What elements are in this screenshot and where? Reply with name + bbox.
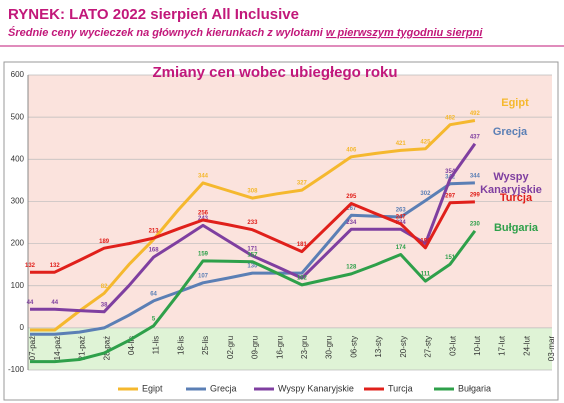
value-label: 344 <box>470 173 481 179</box>
legend-label: Turcja <box>388 383 413 393</box>
value-label: 302 <box>420 191 431 197</box>
x-tick-label: 02-gru <box>226 336 235 359</box>
series-label: Egipt <box>501 97 529 109</box>
value-label: 111 <box>421 272 431 278</box>
x-tick-label: 30-gru <box>325 336 334 359</box>
value-label: 437 <box>470 134 481 140</box>
value-label: 190 <box>420 238 431 244</box>
x-tick-label: 24-lut <box>522 335 531 356</box>
x-tick-label: 23-gru <box>300 336 309 359</box>
series-label: Turcja <box>499 192 533 204</box>
value-label: 263 <box>396 208 407 214</box>
value-label: 171 <box>247 246 258 252</box>
y-tick-label: 400 <box>11 154 25 163</box>
value-label: 159 <box>198 251 209 257</box>
subtitle: Średnie ceny wycieczek na głównych kieru… <box>8 26 483 39</box>
x-tick-label: 25-lis <box>201 336 210 355</box>
y-tick-label: 0 <box>20 323 25 332</box>
value-label: 189 <box>99 239 110 245</box>
subtitle-part: Średnie ceny wycieczek na głównych kieru… <box>8 26 326 39</box>
value-label: 247 <box>396 214 407 220</box>
value-label: 344 <box>198 173 209 179</box>
y-tick-label: 200 <box>11 239 25 248</box>
x-tick-label: 10-lut <box>473 335 482 356</box>
series-line <box>30 142 477 314</box>
legend-label: Egipt <box>142 383 163 393</box>
value-label: 181 <box>297 242 308 248</box>
value-label: 267 <box>346 206 357 212</box>
value-label: 299 <box>470 192 481 198</box>
series-label: Grecja <box>492 126 528 138</box>
value-label: 130 <box>247 264 258 270</box>
value-label: 64 <box>150 291 157 297</box>
value-label: 5 <box>152 316 156 322</box>
value-label: 102 <box>297 275 308 281</box>
value-label: 132 <box>25 263 36 269</box>
value-label: 82 <box>101 284 108 290</box>
value-label: 425 <box>420 139 431 145</box>
value-label: 38 <box>101 302 108 308</box>
legend-label: Bułgaria <box>458 383 491 393</box>
value-label: 421 <box>396 141 407 147</box>
series-label: Bułgaria <box>493 222 538 234</box>
y-tick-label: -100 <box>8 365 25 374</box>
value-label: 168 <box>149 248 160 254</box>
series-line <box>30 119 476 332</box>
value-label: 295 <box>346 194 357 200</box>
legend-label: Wyspy Kanaryjskie <box>278 383 354 393</box>
value-label: 406 <box>346 147 357 153</box>
x-tick-label: 09-gru <box>251 336 260 359</box>
series-line <box>30 181 475 336</box>
value-label: 157 <box>247 252 258 258</box>
x-tick-label: 16-gru <box>275 336 284 359</box>
value-label: 327 <box>297 181 308 187</box>
y-tick-label: 500 <box>11 112 25 121</box>
value-label: 107 <box>198 273 209 279</box>
x-tick-label: 14-paź <box>53 336 62 360</box>
value-label: 297 <box>445 193 456 199</box>
value-label: 256 <box>198 211 209 217</box>
value-label: 308 <box>247 189 258 195</box>
x-tick-label: 17-lut <box>498 335 507 356</box>
x-tick-label: 21-paź <box>78 336 87 360</box>
page-title: RYNEK: LATO 2022 sierpień All Inclusive <box>8 6 299 23</box>
x-tick-label: 04-lis <box>127 336 136 355</box>
value-label: 128 <box>346 264 357 270</box>
value-label: 482 <box>445 115 456 121</box>
value-label: 234 <box>346 220 357 226</box>
x-tick-label: 28-paź <box>102 336 111 360</box>
x-tick-label: 03-lut <box>448 335 457 356</box>
x-tick-label: 07-paź <box>28 336 37 360</box>
value-label: 132 <box>50 263 61 269</box>
legend-label: Grecja <box>210 383 237 393</box>
value-label: 174 <box>396 245 407 251</box>
value-label: 230 <box>470 222 481 228</box>
value-label: 44 <box>27 300 34 306</box>
chart-title: Zmiany cen wobec ubiegłego roku <box>152 64 397 81</box>
x-tick-label: 03-mar <box>547 336 556 362</box>
y-tick-label: 100 <box>11 281 25 290</box>
value-label: 44 <box>51 300 58 306</box>
value-label: 492 <box>470 111 481 117</box>
x-tick-label: 11-lis <box>152 336 161 355</box>
series-label: Wyspy Kanaryjskie <box>480 171 542 196</box>
series-line <box>30 200 475 274</box>
x-tick-label: 20-sty <box>399 336 408 358</box>
value-label: 213 <box>149 229 160 235</box>
value-label: 233 <box>247 220 258 226</box>
subtitle-part: w pierwszym tygodniu sierpni <box>326 27 483 39</box>
x-tick-label: 27-sty <box>424 336 433 358</box>
value-label: 151 <box>445 255 456 261</box>
x-tick-label: 13-sty <box>374 336 383 358</box>
y-tick-label: 600 <box>11 70 25 79</box>
x-tick-label: 06-sty <box>349 336 358 358</box>
series-line <box>30 230 477 364</box>
y-tick-label: 300 <box>11 197 25 206</box>
value-label: 354 <box>445 169 456 175</box>
x-tick-label: 18-lis <box>176 336 185 355</box>
